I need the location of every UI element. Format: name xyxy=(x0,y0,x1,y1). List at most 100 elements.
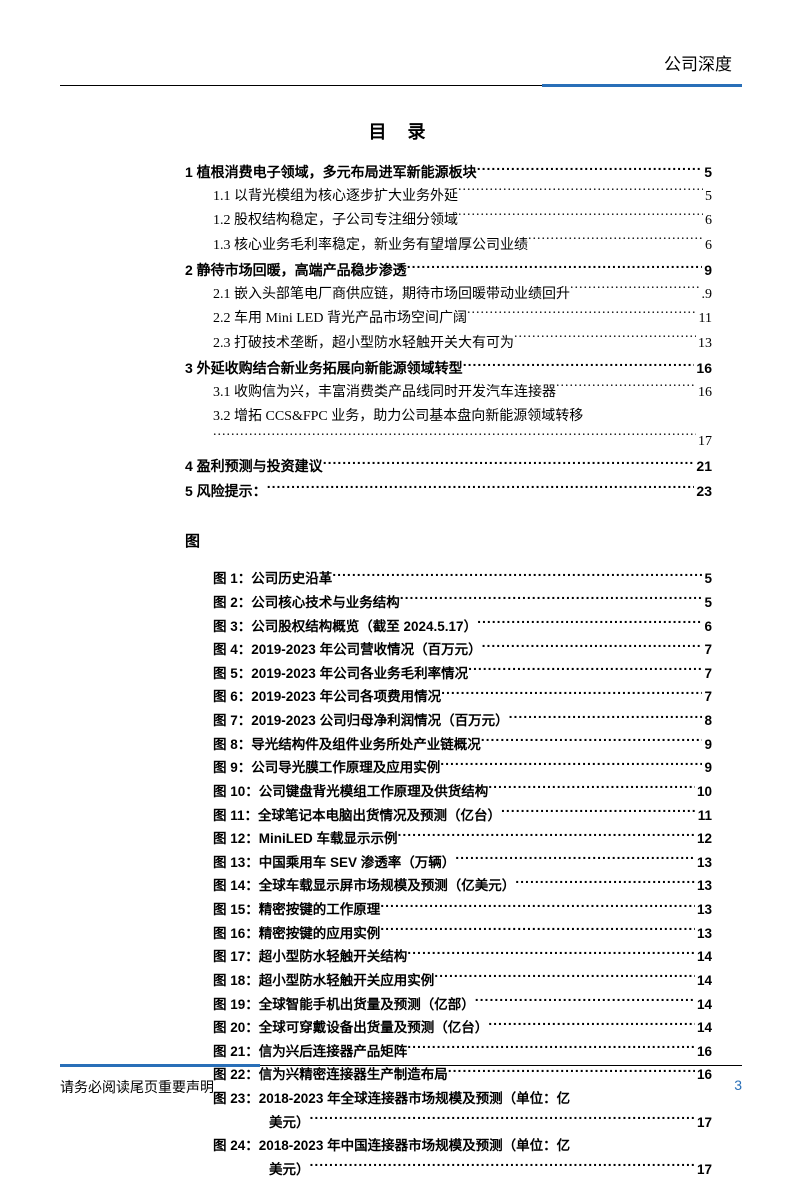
footer-rule xyxy=(60,1065,742,1071)
figure-entry-label: 图 16：精密按键的应用实例 xyxy=(213,922,380,946)
toc-entry: 3.1 收购信为兴，丰富消费类产品线同时开发汽车连接器 16 xyxy=(185,381,712,406)
figure-entry-page: 6 xyxy=(702,615,712,639)
figure-entry-page: 13 xyxy=(695,874,712,898)
figure-entry-page: 14 xyxy=(695,1016,712,1040)
toc-entry-page: 5 xyxy=(703,185,712,210)
figure-entry: 图 10：公司键盘背光模组工作原理及供货结构10 xyxy=(213,780,712,804)
toc-leader xyxy=(509,711,703,725)
toc-entry: 1 植根消费电子领域，多元布局进军新能源板块5 xyxy=(185,160,712,185)
toc-entry-label: 1 植根消费电子领域，多元布局进军新能源板块 xyxy=(185,160,477,185)
figure-entry: 图 6：2019-2023 年公司各项费用情况 7 xyxy=(213,685,712,709)
figure-entry: 图 7：2019-2023 公司归母净利润情况（百万元） 8 xyxy=(213,709,712,733)
figure-entry-label: 图 19：全球智能手机出货量及预测（亿部） xyxy=(213,993,475,1017)
figure-entry-label: 图 6：2019-2023 年公司各项费用情况 xyxy=(213,685,441,709)
figure-entry-label: 图 11：全球笔记本电脑出货情况及预测（亿台） xyxy=(213,804,501,828)
toc-entry: 3 外延收购结合新业务拓展向新能源领域转型16 xyxy=(185,356,712,381)
toc-leader xyxy=(475,995,695,1009)
figure-entry-page: 14 xyxy=(695,969,712,993)
toc-entry-label: 1.1 以背光模组为核心逐步扩大业务外延 xyxy=(213,185,458,210)
toc-entry-label: 1.3 核心业务毛利率稳定，新业务有望增厚公司业绩 xyxy=(213,234,528,259)
figure-entry: 图 18：超小型防水轻触开关应用实例 14 xyxy=(213,969,712,993)
figure-entry-continuation: 美元）17 xyxy=(213,1111,712,1135)
doc-type-label: 公司深度 xyxy=(60,50,742,75)
toc-entry: 2.3 打破技术垄断，超小型防水轻触开关大有可为13 xyxy=(185,332,712,357)
toc-leader xyxy=(407,1042,695,1056)
figure-entry-label: 图 21：信为兴后连接器产品矩阵 xyxy=(213,1040,407,1064)
figure-entry-label: 图 8：导光结构件及组件业务所处产业链概况 xyxy=(213,733,481,757)
toc-entry-page: 21 xyxy=(694,454,712,479)
figure-entry: 图 15：精密按键的工作原理13 xyxy=(213,898,712,922)
figure-entry-label: 图 12：MiniLED 车载显示示例 xyxy=(213,827,398,851)
toc-leader xyxy=(488,782,695,796)
toc-leader xyxy=(481,735,703,749)
toc-entry-page: 23 xyxy=(694,479,712,504)
toc-leader xyxy=(398,829,695,843)
figure-entry-page: 9 xyxy=(702,756,712,780)
figure-entry-page: 11 xyxy=(696,804,712,828)
toc-leader xyxy=(458,186,703,200)
toc-entry-page: 16 xyxy=(696,381,712,406)
figure-entry: 图 11：全球笔记本电脑出货情况及预测（亿台） 11 xyxy=(213,804,712,828)
toc-entry-label: 3.1 收购信为兴，丰富消费类产品线同时开发汽车连接器 xyxy=(213,381,556,406)
figure-entry-label: 图 24：2018-2023 年中国连接器市场规模及预测（单位：亿 xyxy=(213,1134,570,1158)
toc-leader xyxy=(441,687,702,701)
figure-entry-page: 9 xyxy=(702,733,712,757)
figure-entry-page: 16 xyxy=(695,1040,712,1064)
toc-entry-label: 3.2 增拓 CCS&FPC 业务，助力公司基本盘向新能源领域转移 xyxy=(213,405,583,430)
toc-entry-label: 1.2 股权结构稳定，子公司专注细分领域 xyxy=(213,209,458,234)
toc-leader xyxy=(267,482,695,496)
toc-entry-page: 13 xyxy=(696,332,712,357)
figure-entry-label: 图 18：超小型防水轻触开关应用实例 xyxy=(213,969,434,993)
toc-leader xyxy=(514,333,696,347)
toc-leader xyxy=(455,853,695,867)
toc-entry: 1.3 核心业务毛利率稳定，新业务有望增厚公司业绩6 xyxy=(185,234,712,259)
figure-entry-label: 图 10：公司键盘背光模组工作原理及供货结构 xyxy=(213,780,488,804)
toc-entry-label: 4 盈利预测与投资建议 xyxy=(185,454,323,479)
figure-entry: 图 20：全球可穿戴设备出货量及预测（亿台）14 xyxy=(213,1016,712,1040)
toc-leader xyxy=(501,806,696,820)
toc-entry: 2.1 嵌入头部笔电厂商供应链，期待市场回暖带动业绩回升.9 xyxy=(185,283,712,308)
toc-entry-page: 9 xyxy=(702,258,712,283)
figure-entry-page: 13 xyxy=(695,851,712,875)
figure-entry: 图 19：全球智能手机出货量及预测（亿部）14 xyxy=(213,993,712,1017)
figure-entry-page: 5 xyxy=(702,591,712,615)
figure-entry-label: 图 7：2019-2023 公司归母净利润情况（百万元） xyxy=(213,709,509,733)
figure-entry-label: 图 13：中国乘用车 SEV 渗透率（万辆） xyxy=(213,851,455,875)
figure-entry: 图 3：公司股权结构概览（截至 2024.5.17）6 xyxy=(213,615,712,639)
toc-entry-label: 2.2 车用 Mini LED 背光产品市场空间广阔 xyxy=(213,307,467,332)
toc-leader xyxy=(467,308,697,322)
figure-entry-label: 图 4：2019-2023 年公司营收情况（百万元） xyxy=(213,638,482,662)
toc-leader xyxy=(407,947,695,961)
toc-leader xyxy=(458,210,703,224)
figure-entry-label: 图 2：公司核心技术与业务结构 xyxy=(213,591,400,615)
figure-entry-page: 7 xyxy=(702,685,712,709)
toc-leader xyxy=(440,758,702,772)
figure-entry-label: 美元） xyxy=(269,1158,310,1182)
toc-entry: 1.2 股权结构稳定，子公司专注细分领域 6 xyxy=(185,209,712,234)
figure-entry-label: 图 14：全球车载显示屏市场规模及预测（亿美元） xyxy=(213,874,515,898)
toc-entry-page: .9 xyxy=(700,283,713,308)
toc-leader xyxy=(477,163,703,177)
figure-entry-page: 8 xyxy=(702,709,712,733)
toc-leader xyxy=(400,593,703,607)
figure-entry-page: 14 xyxy=(695,945,712,969)
toc-leader xyxy=(515,876,695,890)
toc-sections: 1 植根消费电子领域，多元布局进军新能源板块51.1 以背光模组为核心逐步扩大业… xyxy=(185,160,712,503)
toc-entry-page: 11 xyxy=(697,307,712,332)
toc-leader xyxy=(488,1018,695,1032)
figure-entry: 图 1：公司历史沿革5 xyxy=(213,567,712,591)
toc-leader xyxy=(556,382,696,396)
toc-entry-label: 2 静待市场回暖，高端产品稳步渗透 xyxy=(185,258,407,283)
figure-entry-label: 图 15：精密按键的工作原理 xyxy=(213,898,380,922)
toc-entry: 5 风险提示：23 xyxy=(185,479,712,504)
toc-leader xyxy=(477,617,702,631)
figure-entry: 图 2：公司核心技术与业务结构 5 xyxy=(213,591,712,615)
figure-entry-label: 图 17：超小型防水轻触开关结构 xyxy=(213,945,407,969)
toc-leader xyxy=(332,569,702,583)
figure-entry: 图 14：全球车载显示屏市场规模及预测（亿美元） 13 xyxy=(213,874,712,898)
toc-entry-page: 6 xyxy=(703,209,712,234)
toc-leader xyxy=(482,640,703,654)
toc-leader xyxy=(434,971,695,985)
figure-entry-page: 5 xyxy=(702,567,712,591)
figure-entry: 图 21：信为兴后连接器产品矩阵 16 xyxy=(213,1040,712,1064)
